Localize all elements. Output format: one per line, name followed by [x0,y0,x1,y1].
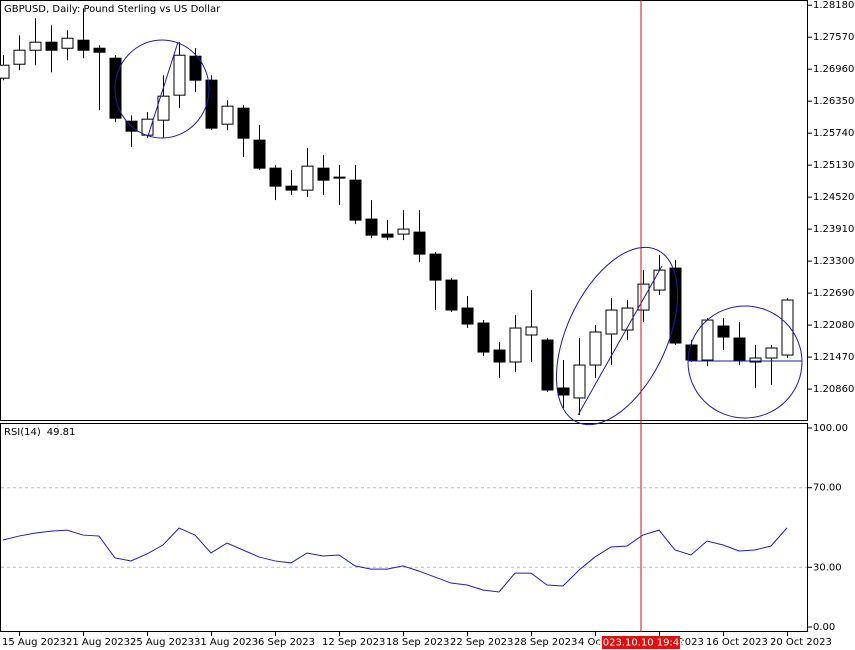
y-tick-label: 1.28180 [813,0,854,11]
x-tick-label: 12 Sep 2023 [322,637,385,648]
candle-body [445,279,458,311]
annotations [114,39,803,426]
candle-body [749,357,762,363]
y-tick-label: 1.27570 [813,32,854,43]
candle-body [157,95,170,121]
indicator-value: 49.81 [47,427,76,438]
x-tick-label: 15 Aug 2023 [2,637,66,648]
candle-body [669,267,682,344]
candle-body [413,231,426,255]
y-tick-label: 1.22080 [813,320,854,331]
candle-body [637,283,650,311]
candle-body [365,218,378,236]
candle-body [493,349,506,363]
candle-body [0,64,10,79]
candle-body [317,167,330,181]
candle-body [189,55,202,81]
candle-body [653,269,666,291]
y-tick-label: 1.26350 [813,96,854,107]
y-tick-label: 1.25740 [813,128,854,139]
y-tick-label: 1.24520 [813,192,854,203]
candle-body [301,165,314,191]
candle-body [525,326,538,336]
candle-body [237,107,250,139]
y-tick-label: 1.26960 [813,64,854,75]
candle-body [541,339,554,391]
candle-body [701,319,714,361]
candle-body [29,41,42,51]
x-tick-label: 25 Aug 2023 [130,637,194,648]
candle-body [93,47,106,53]
candle-body [765,347,778,359]
y-tick-label: 0.00 [813,622,835,633]
x-tick-label: 18 Sep 2023 [386,637,449,648]
y-tick-label: 1.21470 [813,352,854,363]
candle-body [333,176,346,179]
y-tick-label: 1.23910 [813,224,854,235]
candle-body [621,307,634,331]
y-tick-label: 30.00 [813,562,842,573]
candle-body [717,325,730,338]
candle-body [221,105,234,125]
candle-body [461,307,474,325]
candle-body [509,327,522,363]
x-tick-label: 31 Aug 2023 [194,637,258,648]
candle-body [205,79,218,129]
candle-body [477,322,490,353]
candle-body [573,364,586,399]
candle-body [141,118,154,136]
candle-body [429,253,442,281]
candle-body [173,54,186,96]
x-tick-label: 28 Sep 2023 [514,637,577,648]
annotation-ellipse [687,305,803,419]
candle-body [45,41,58,51]
candle-body [781,299,794,356]
crosshair-label-bg [602,636,680,649]
candle-body [397,228,410,235]
annotation-trendline [147,41,179,137]
candle-body [13,49,26,65]
x-tick-label: 16 Oct 2023 [706,637,768,648]
x-tick-label: 6 Sep 2023 [258,637,315,648]
annotation-trendline [577,265,663,416]
candle-body [733,337,746,361]
y-tick-label: 1.22690 [813,288,854,299]
x-tick-label: 22 Sep 2023 [450,637,513,648]
candle-body [685,344,698,361]
candle-body [77,39,90,51]
x-tick-label: 21 Aug 2023 [66,637,130,648]
candle-body [381,233,394,238]
y-tick-label: 1.25130 [813,160,854,171]
crosshair-label: 2023.10.10 19:48 [596,638,685,649]
candles-layer [0,8,794,593]
y-tick-label: 1.23300 [813,256,854,267]
rsi-line [2,527,788,593]
candle-body [605,309,618,335]
y-tick-label: 70.00 [813,483,842,494]
candle-body [253,139,266,169]
x-tick-label: 20 Oct 2023 [770,637,832,648]
price-panel [0,0,808,421]
candle-body [557,387,570,396]
y-tick-label: 100.00 [813,423,848,434]
rsi-panel [0,423,808,632]
y-tick-label: 1.20860 [813,384,854,395]
candle-body [61,37,74,49]
annotation-ellipse [555,246,679,426]
candle-body [269,167,282,187]
candle-body [589,331,602,366]
overlay-layer: 49.81 15 Aug 2023 21 Aug 2023 25 Aug 2023 31… [2,0,832,649]
indicator-title: RSI(14) [4,427,41,438]
candle-body [349,179,362,221]
grid-layer: 1.28180 1.27570 1.26960 1.26350 1.25740 1.251… [1,0,854,633]
chart-title: GBPUSD, Daily: Pound Sterling vs US Doll… [4,4,221,15]
candle-body [285,185,298,191]
annotation-ellipse [114,39,210,139]
